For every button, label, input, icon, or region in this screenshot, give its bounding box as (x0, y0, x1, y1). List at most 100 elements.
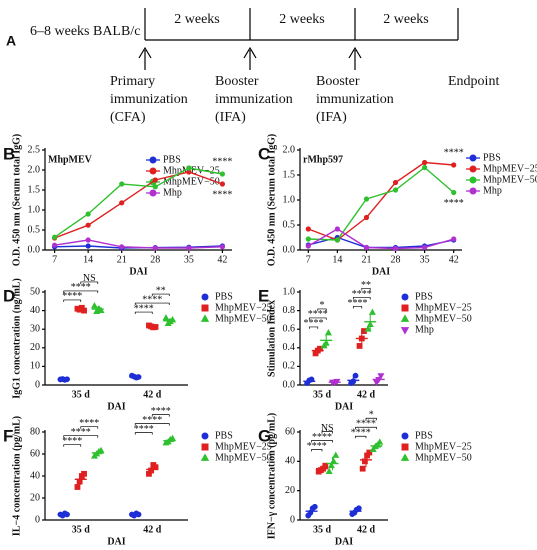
legend-marker (401, 304, 409, 312)
data-point (219, 171, 226, 177)
legend-label: MhpMEV−25 (415, 441, 472, 452)
significance-bracket (80, 426, 99, 429)
significance-label: ** (156, 285, 166, 296)
data-point (451, 236, 457, 242)
legend-marker (201, 293, 209, 301)
x-tick-label: 42 d (143, 389, 162, 400)
legend-label: Mhp (163, 187, 182, 198)
data-point (152, 177, 158, 183)
data-point (81, 307, 87, 314)
data-point (322, 339, 330, 346)
data-point (85, 237, 91, 243)
x-tick-label: 42 (449, 254, 459, 265)
data-point (334, 237, 340, 243)
significance-label: **** (62, 291, 82, 302)
legend-marker (400, 314, 410, 322)
significance-bracket (63, 290, 99, 293)
y-tick-label: 0.5 (28, 224, 41, 235)
significance-bracket (308, 326, 319, 329)
significance-bracket (352, 306, 363, 309)
y-tick-label: 2.0 (283, 144, 296, 155)
data-point (119, 181, 125, 187)
start-label: 6–8 weeks BALB/c (30, 24, 140, 39)
significance-label: **** (348, 298, 368, 309)
y-tick-label: 20 (285, 485, 295, 496)
data-point (51, 242, 58, 248)
data-point (148, 467, 155, 474)
chart-title: rMhp597 (303, 154, 343, 165)
legend-marker (201, 432, 209, 440)
legend-label: Mhp (483, 185, 502, 196)
y-tick-label: 60 (285, 426, 295, 437)
y-tick-label: 0.4 (283, 342, 296, 353)
arrow (138, 46, 152, 70)
y-axis-label: O.D. 450 nm (Serum total IgG) (266, 134, 277, 267)
series-line (54, 239, 223, 249)
event-label: immunization (110, 92, 188, 107)
y-tick-label: 50 (30, 286, 40, 297)
data-point (324, 329, 332, 336)
legend-marker (201, 443, 209, 451)
legend-label: MhpMEV−25 (163, 165, 220, 176)
y-tick-label: 0.2 (283, 361, 296, 372)
y-tick-label: 1.0 (283, 194, 296, 205)
y-tick-label: 0 (35, 514, 40, 525)
significance-label: **** (351, 428, 371, 439)
y-tick-label: 0.8 (283, 305, 296, 316)
panel-letter: A (6, 33, 16, 49)
significance-bracket (311, 449, 323, 452)
y-axis-label: O.D. 450 nm (Serum total IgG) (11, 134, 22, 267)
significance-bracket (365, 417, 377, 421)
significance-bracket (151, 414, 170, 417)
legend-label: PBS (483, 152, 501, 163)
significance-label: **** (356, 419, 376, 430)
data-point (422, 159, 428, 166)
x-axis-label: DAI (129, 266, 147, 277)
y-tick-label: 0.5 (283, 219, 296, 230)
legend-label: MhpMEV−50 (163, 176, 220, 187)
data-point (362, 458, 368, 465)
y-tick-label: 1.5 (283, 169, 296, 180)
panel-letter: D (3, 286, 15, 305)
significance-bracket (355, 435, 367, 439)
y-tick-label: 0.6 (283, 323, 296, 334)
annotation: **** (212, 189, 232, 200)
y-tick-label: 30 (30, 323, 40, 334)
y-axis-label: Stimulation Index (266, 300, 277, 377)
data-point (352, 372, 359, 379)
data-point (366, 320, 374, 327)
x-tick-label: 14 (83, 254, 93, 265)
significance-label: **** (307, 441, 327, 452)
significance-bracket (355, 426, 377, 430)
annotation: **** (444, 198, 464, 209)
data-point (152, 245, 158, 251)
significance-label: **** (79, 418, 99, 429)
data-point (311, 503, 318, 510)
timeline: A 6–8 weeks BALB/c 2 weeks 2 weeks 2 wee… (6, 8, 499, 125)
significance-bracket (134, 432, 153, 435)
y-tick-label: 40 (30, 470, 40, 481)
significance-bracket (63, 435, 99, 438)
x-axis-label: DAI (372, 266, 390, 277)
x-tick-label: 42 (217, 254, 227, 265)
significance-bracket (352, 297, 371, 300)
data-point (85, 222, 91, 228)
data-point (97, 306, 105, 314)
significance-label: NS (83, 273, 96, 284)
data-point (422, 164, 428, 171)
y-axis-label: IgG1 concentration (ng/mL) (11, 278, 22, 399)
significance-label: * (369, 410, 374, 421)
data-point (186, 165, 192, 171)
data-point (364, 325, 372, 332)
data-point (377, 373, 385, 380)
data-point (162, 314, 170, 321)
data-point (363, 214, 370, 221)
y-tick-label: 0.0 (283, 379, 296, 390)
data-point (350, 378, 357, 385)
legend-label: Mhp (415, 324, 434, 335)
legend-marker (400, 453, 410, 461)
data-point (366, 449, 373, 456)
y-axis-label: IL−4 concentration (pg/mL) (11, 416, 22, 536)
data-point (81, 470, 87, 477)
